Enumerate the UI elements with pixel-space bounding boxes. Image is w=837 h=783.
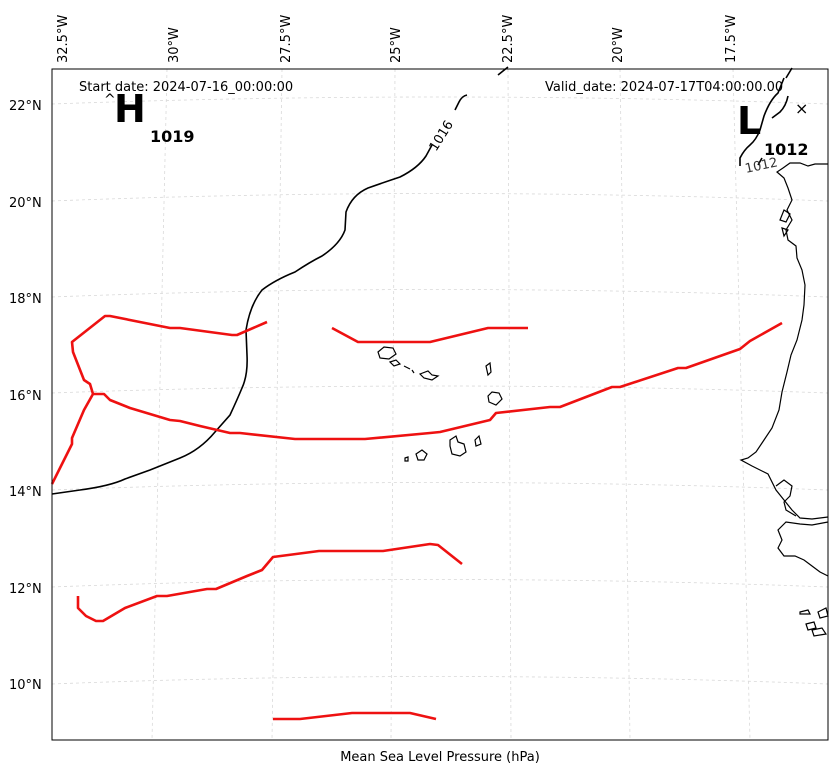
lon-tick-label: 25°W bbox=[389, 27, 404, 63]
island-santiago bbox=[449, 435, 467, 457]
low-pressure-value: 1012 bbox=[764, 140, 809, 159]
low-center-marker: × bbox=[795, 99, 808, 118]
island-maio bbox=[474, 434, 482, 447]
isobars bbox=[51, 66, 793, 495]
trough-loop bbox=[70, 314, 268, 395]
parallel-14n bbox=[51, 482, 829, 491]
lon-tick-label: 30°W bbox=[167, 27, 182, 63]
coastline bbox=[377, 162, 829, 637]
isobar-1012 bbox=[739, 67, 793, 166]
lat-tick-label: 16°N bbox=[9, 389, 42, 404]
island-boa-vista bbox=[487, 391, 503, 406]
valid-date-label: Valid_date: 2024-07-17T04:00:00.00 bbox=[545, 80, 783, 95]
island-santo-antao bbox=[377, 346, 397, 360]
lon-tick-label: 32.5°W bbox=[56, 15, 71, 63]
longitude-tick-labels: 32.5°W 30°W 27.5°W 25°W 22.5°W 20°W 17.5… bbox=[56, 15, 739, 63]
parallel-10n bbox=[51, 676, 829, 685]
trough-bottom bbox=[273, 711, 437, 721]
trough-main bbox=[50, 321, 783, 485]
start-date-label: Start date: 2024-07-16_00:00:00 bbox=[79, 80, 293, 95]
trough-south bbox=[76, 542, 463, 623]
isobar-1016 bbox=[51, 94, 468, 495]
island-sao-nicolau bbox=[403, 365, 415, 374]
map-xlabel: Mean Sea Level Pressure (hPa) bbox=[340, 750, 540, 765]
latitude-tick-labels: 22°N 20°N 18°N 16°N 14°N 12°N 10°N bbox=[9, 99, 42, 693]
high-pressure-letter: H bbox=[114, 87, 146, 131]
parallel-16n bbox=[51, 385, 829, 394]
trough-mid bbox=[331, 326, 528, 344]
island-sal bbox=[485, 361, 492, 377]
lon-tick-label: 27.5°W bbox=[279, 15, 294, 63]
lat-tick-label: 14°N bbox=[9, 485, 42, 500]
parallel-20n bbox=[51, 193, 829, 202]
meridian-25w bbox=[390, 68, 396, 741]
meridian-27-5w bbox=[271, 68, 283, 741]
lat-tick-label: 20°N bbox=[9, 196, 42, 211]
low-pressure-letter: L bbox=[737, 99, 761, 143]
meridian-30w bbox=[151, 68, 168, 741]
island-sao-vicente bbox=[388, 359, 402, 367]
africa-coast-south bbox=[777, 521, 829, 577]
isobar-north bbox=[497, 66, 509, 76]
lat-tick-label: 10°N bbox=[9, 678, 42, 693]
lon-tick-label: 17.5°W bbox=[724, 15, 739, 63]
map-frame bbox=[51, 68, 829, 741]
coast-north bbox=[779, 209, 791, 238]
meridian-20w bbox=[619, 68, 631, 741]
isobar-label-1012: 1012 bbox=[744, 155, 779, 177]
lat-tick-label: 12°N bbox=[9, 582, 42, 597]
senegal-coast bbox=[775, 479, 797, 517]
parallel-12n bbox=[51, 579, 829, 588]
meridian-17-5w bbox=[732, 68, 751, 741]
troughs bbox=[50, 314, 783, 721]
parallel-18n bbox=[51, 289, 829, 298]
island-fogo bbox=[415, 449, 428, 461]
island-brava bbox=[404, 456, 409, 462]
graticule bbox=[51, 68, 829, 741]
island-santa-luzia bbox=[418, 370, 440, 381]
lon-tick-label: 20°W bbox=[611, 27, 626, 63]
high-center-marker: ^ bbox=[104, 92, 116, 108]
lat-tick-label: 18°N bbox=[9, 292, 42, 307]
isobar-label-1016: 1016 bbox=[427, 118, 457, 154]
meridian-22-5w bbox=[507, 68, 512, 741]
lon-tick-label: 22.5°W bbox=[501, 15, 516, 63]
high-pressure-value: 1019 bbox=[150, 127, 195, 146]
guinea-islands bbox=[799, 607, 829, 637]
parallel-22n bbox=[51, 96, 829, 105]
africa-coast bbox=[739, 162, 829, 520]
isobar-1012b bbox=[757, 95, 789, 166]
lat-tick-label: 22°N bbox=[9, 99, 42, 114]
